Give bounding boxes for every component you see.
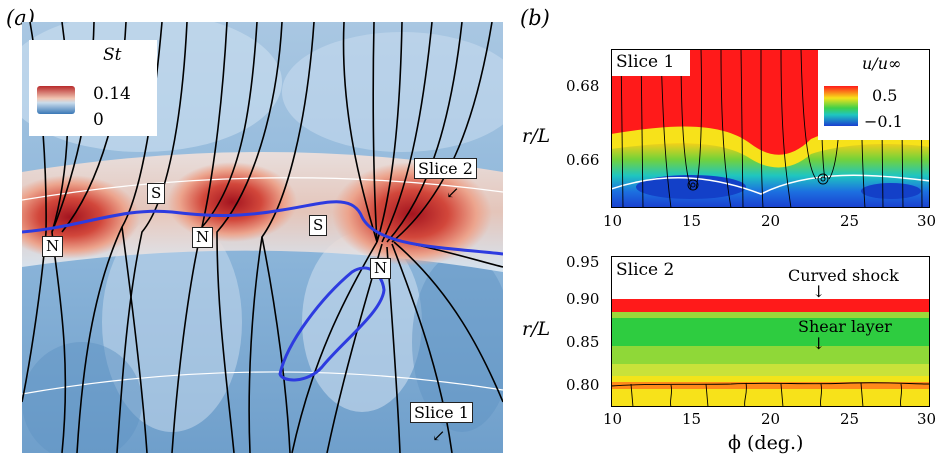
panel-a-plot	[22, 22, 503, 453]
slice2-xtick-1: 15	[682, 410, 702, 428]
curved-shock-annotation: Curved shock	[788, 266, 899, 285]
st-legend: St 0.14 0	[29, 40, 157, 136]
slice1-xtick-2: 20	[761, 212, 781, 230]
u-legend-title: u/u∞	[862, 54, 902, 73]
slice2-tag: Slice 2	[414, 158, 477, 179]
slice1-plot	[611, 49, 930, 208]
slice2-ylabel: r/L	[522, 318, 551, 340]
node-label-3: N	[370, 258, 392, 279]
slice2-ytick-0: 0.95	[566, 253, 600, 271]
slice1-title-box: Slice 1	[612, 50, 690, 76]
panel-b-label: (b)	[520, 6, 550, 30]
slice2-ytick-2: 0.85	[566, 333, 600, 351]
st-colorbar	[37, 86, 75, 114]
slice2-ytick-3: 0.80	[566, 376, 600, 394]
st-legend-max: 0.14	[93, 84, 131, 104]
slice2-title-box: Slice 2	[612, 257, 690, 283]
st-legend-min: 0	[93, 110, 104, 130]
slice2-title: Slice 2	[616, 260, 675, 280]
slice1-xtick-3: 25	[840, 212, 860, 230]
x-axis-label: ϕ (deg.)	[728, 432, 804, 454]
slice1-ytick-1: 0.66	[566, 151, 600, 169]
slice1-xtick-0: 10	[603, 212, 623, 230]
shear-layer-annotation: Shear layer	[798, 317, 892, 336]
u-legend-min: −0.1	[864, 112, 903, 131]
saddle-label-1: S	[147, 183, 166, 204]
slice2-xtick-3: 25	[840, 410, 860, 428]
u-colorbar	[824, 86, 858, 126]
slice2-arrow-icon: ↙	[446, 183, 460, 202]
slice1-tag: Slice 1	[410, 402, 473, 423]
shear-arrow-icon: ↓	[812, 334, 826, 353]
u-legend-max: 0.5	[872, 86, 898, 105]
slice1-xtick-4: 30	[917, 212, 937, 230]
shock-arrow-icon: ↓	[812, 282, 826, 301]
st-legend-title: St	[103, 45, 122, 65]
u-legend: u/u∞ 0.5 −0.1	[818, 50, 929, 140]
slice1-arrow-icon: ↙	[432, 426, 446, 445]
slice1-ytick-0: 0.68	[566, 77, 600, 95]
saddle-label-2: S	[309, 215, 328, 236]
node-label-1: N	[42, 236, 64, 257]
slice2-ytick-1: 0.90	[566, 290, 600, 308]
slice1-title: Slice 1	[616, 52, 675, 72]
slice2-xtick-4: 30	[917, 410, 937, 428]
node-label-2: N	[192, 227, 214, 248]
slice1-xtick-1: 15	[682, 212, 702, 230]
slice1-ylabel: r/L	[522, 125, 551, 147]
slice2-xtick-2: 20	[761, 410, 781, 428]
slice2-xtick-0: 10	[603, 410, 623, 428]
